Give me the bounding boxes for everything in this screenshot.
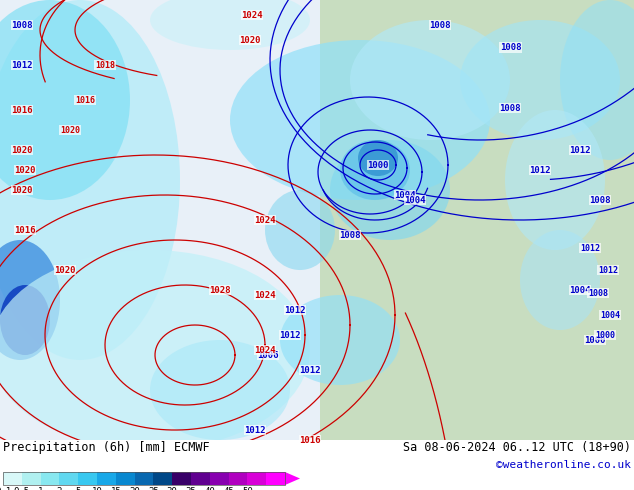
Text: 1016: 1016 (14, 225, 36, 235)
Text: 1000: 1000 (585, 336, 605, 344)
Text: 15: 15 (110, 487, 121, 490)
Text: 5: 5 (75, 487, 81, 490)
Text: 1004: 1004 (569, 286, 591, 294)
Text: 2: 2 (56, 487, 62, 490)
Bar (3, 472, 22, 485)
Text: 1004: 1004 (600, 311, 620, 319)
Text: 1: 1 (38, 487, 43, 490)
Text: 1020: 1020 (239, 35, 261, 45)
Bar (266, 472, 285, 485)
FancyBboxPatch shape (0, 0, 320, 440)
Text: 1020: 1020 (11, 146, 33, 154)
Text: 10: 10 (92, 487, 102, 490)
Text: 20: 20 (129, 487, 140, 490)
Ellipse shape (0, 0, 180, 360)
Bar (134, 472, 153, 485)
Polygon shape (285, 472, 300, 485)
Ellipse shape (505, 110, 605, 250)
Text: 1012: 1012 (569, 146, 591, 154)
Text: 1006: 1006 (257, 350, 279, 360)
Bar (60, 472, 78, 485)
Text: 1020: 1020 (60, 125, 80, 135)
Ellipse shape (150, 340, 290, 440)
Text: 1008: 1008 (11, 21, 33, 29)
Ellipse shape (350, 20, 510, 140)
Text: 1016: 1016 (75, 96, 95, 104)
Text: ©weatheronline.co.uk: ©weatheronline.co.uk (496, 460, 631, 470)
Ellipse shape (358, 140, 398, 176)
Text: 35: 35 (186, 487, 197, 490)
Ellipse shape (280, 295, 400, 385)
Text: 40: 40 (204, 487, 215, 490)
Text: 1012: 1012 (598, 266, 618, 274)
Text: 1008: 1008 (589, 196, 611, 204)
Text: 1008: 1008 (429, 21, 451, 29)
Text: 1020: 1020 (55, 266, 75, 274)
Bar (172, 472, 191, 485)
Text: 1012: 1012 (244, 425, 266, 435)
Ellipse shape (560, 0, 634, 160)
Text: 30: 30 (167, 487, 178, 490)
Text: Sa 08-06-2024 06..12 UTC (18+90): Sa 08-06-2024 06..12 UTC (18+90) (403, 441, 631, 454)
Text: 1008: 1008 (588, 289, 608, 297)
Text: 1024: 1024 (254, 291, 276, 299)
Text: 1012: 1012 (279, 331, 301, 340)
Text: 1020: 1020 (11, 186, 33, 195)
Text: 50: 50 (242, 487, 253, 490)
Text: 1024: 1024 (254, 345, 276, 355)
Bar (153, 472, 172, 485)
Bar (97, 472, 116, 485)
Ellipse shape (230, 40, 490, 200)
Text: 1012: 1012 (580, 244, 600, 252)
Text: 1008: 1008 (339, 230, 361, 240)
Bar (78, 472, 97, 485)
Ellipse shape (520, 230, 600, 330)
Text: 1012: 1012 (299, 366, 321, 374)
Ellipse shape (0, 250, 310, 450)
Bar (41, 472, 60, 485)
Bar (191, 472, 210, 485)
Text: 1016: 1016 (11, 105, 33, 115)
Bar (116, 472, 134, 485)
Text: 0.5: 0.5 (14, 487, 30, 490)
Text: 1016: 1016 (299, 436, 321, 444)
Ellipse shape (0, 240, 60, 360)
Text: 1024: 1024 (254, 216, 276, 224)
Ellipse shape (0, 285, 50, 355)
Text: 1018: 1018 (95, 60, 115, 70)
Text: 1004: 1004 (394, 191, 416, 199)
Text: 1024: 1024 (242, 10, 262, 20)
Text: 0.1: 0.1 (0, 487, 11, 490)
Ellipse shape (150, 0, 310, 50)
Bar (3, 472, 285, 485)
Text: 25: 25 (148, 487, 158, 490)
Ellipse shape (330, 140, 450, 240)
Text: 45: 45 (223, 487, 234, 490)
FancyBboxPatch shape (0, 0, 100, 100)
Text: 1008: 1008 (500, 43, 522, 52)
FancyBboxPatch shape (310, 0, 634, 440)
Ellipse shape (460, 20, 620, 140)
Bar (247, 472, 266, 485)
Text: 1000: 1000 (595, 331, 615, 340)
Ellipse shape (265, 190, 335, 270)
Text: 1012: 1012 (529, 166, 551, 174)
Text: 1028: 1028 (209, 286, 231, 294)
Ellipse shape (340, 140, 410, 200)
Text: 1012: 1012 (11, 60, 33, 70)
Bar (229, 472, 247, 485)
Text: 1004: 1004 (404, 196, 426, 204)
Text: 1012: 1012 (284, 305, 306, 315)
Text: Precipitation (6h) [mm] ECMWF: Precipitation (6h) [mm] ECMWF (3, 441, 210, 454)
Text: 1000: 1000 (367, 161, 389, 170)
Text: 1008: 1008 (499, 103, 521, 113)
Bar (210, 472, 229, 485)
Ellipse shape (0, 0, 130, 200)
Text: 1020: 1020 (14, 166, 36, 174)
Bar (22, 472, 41, 485)
